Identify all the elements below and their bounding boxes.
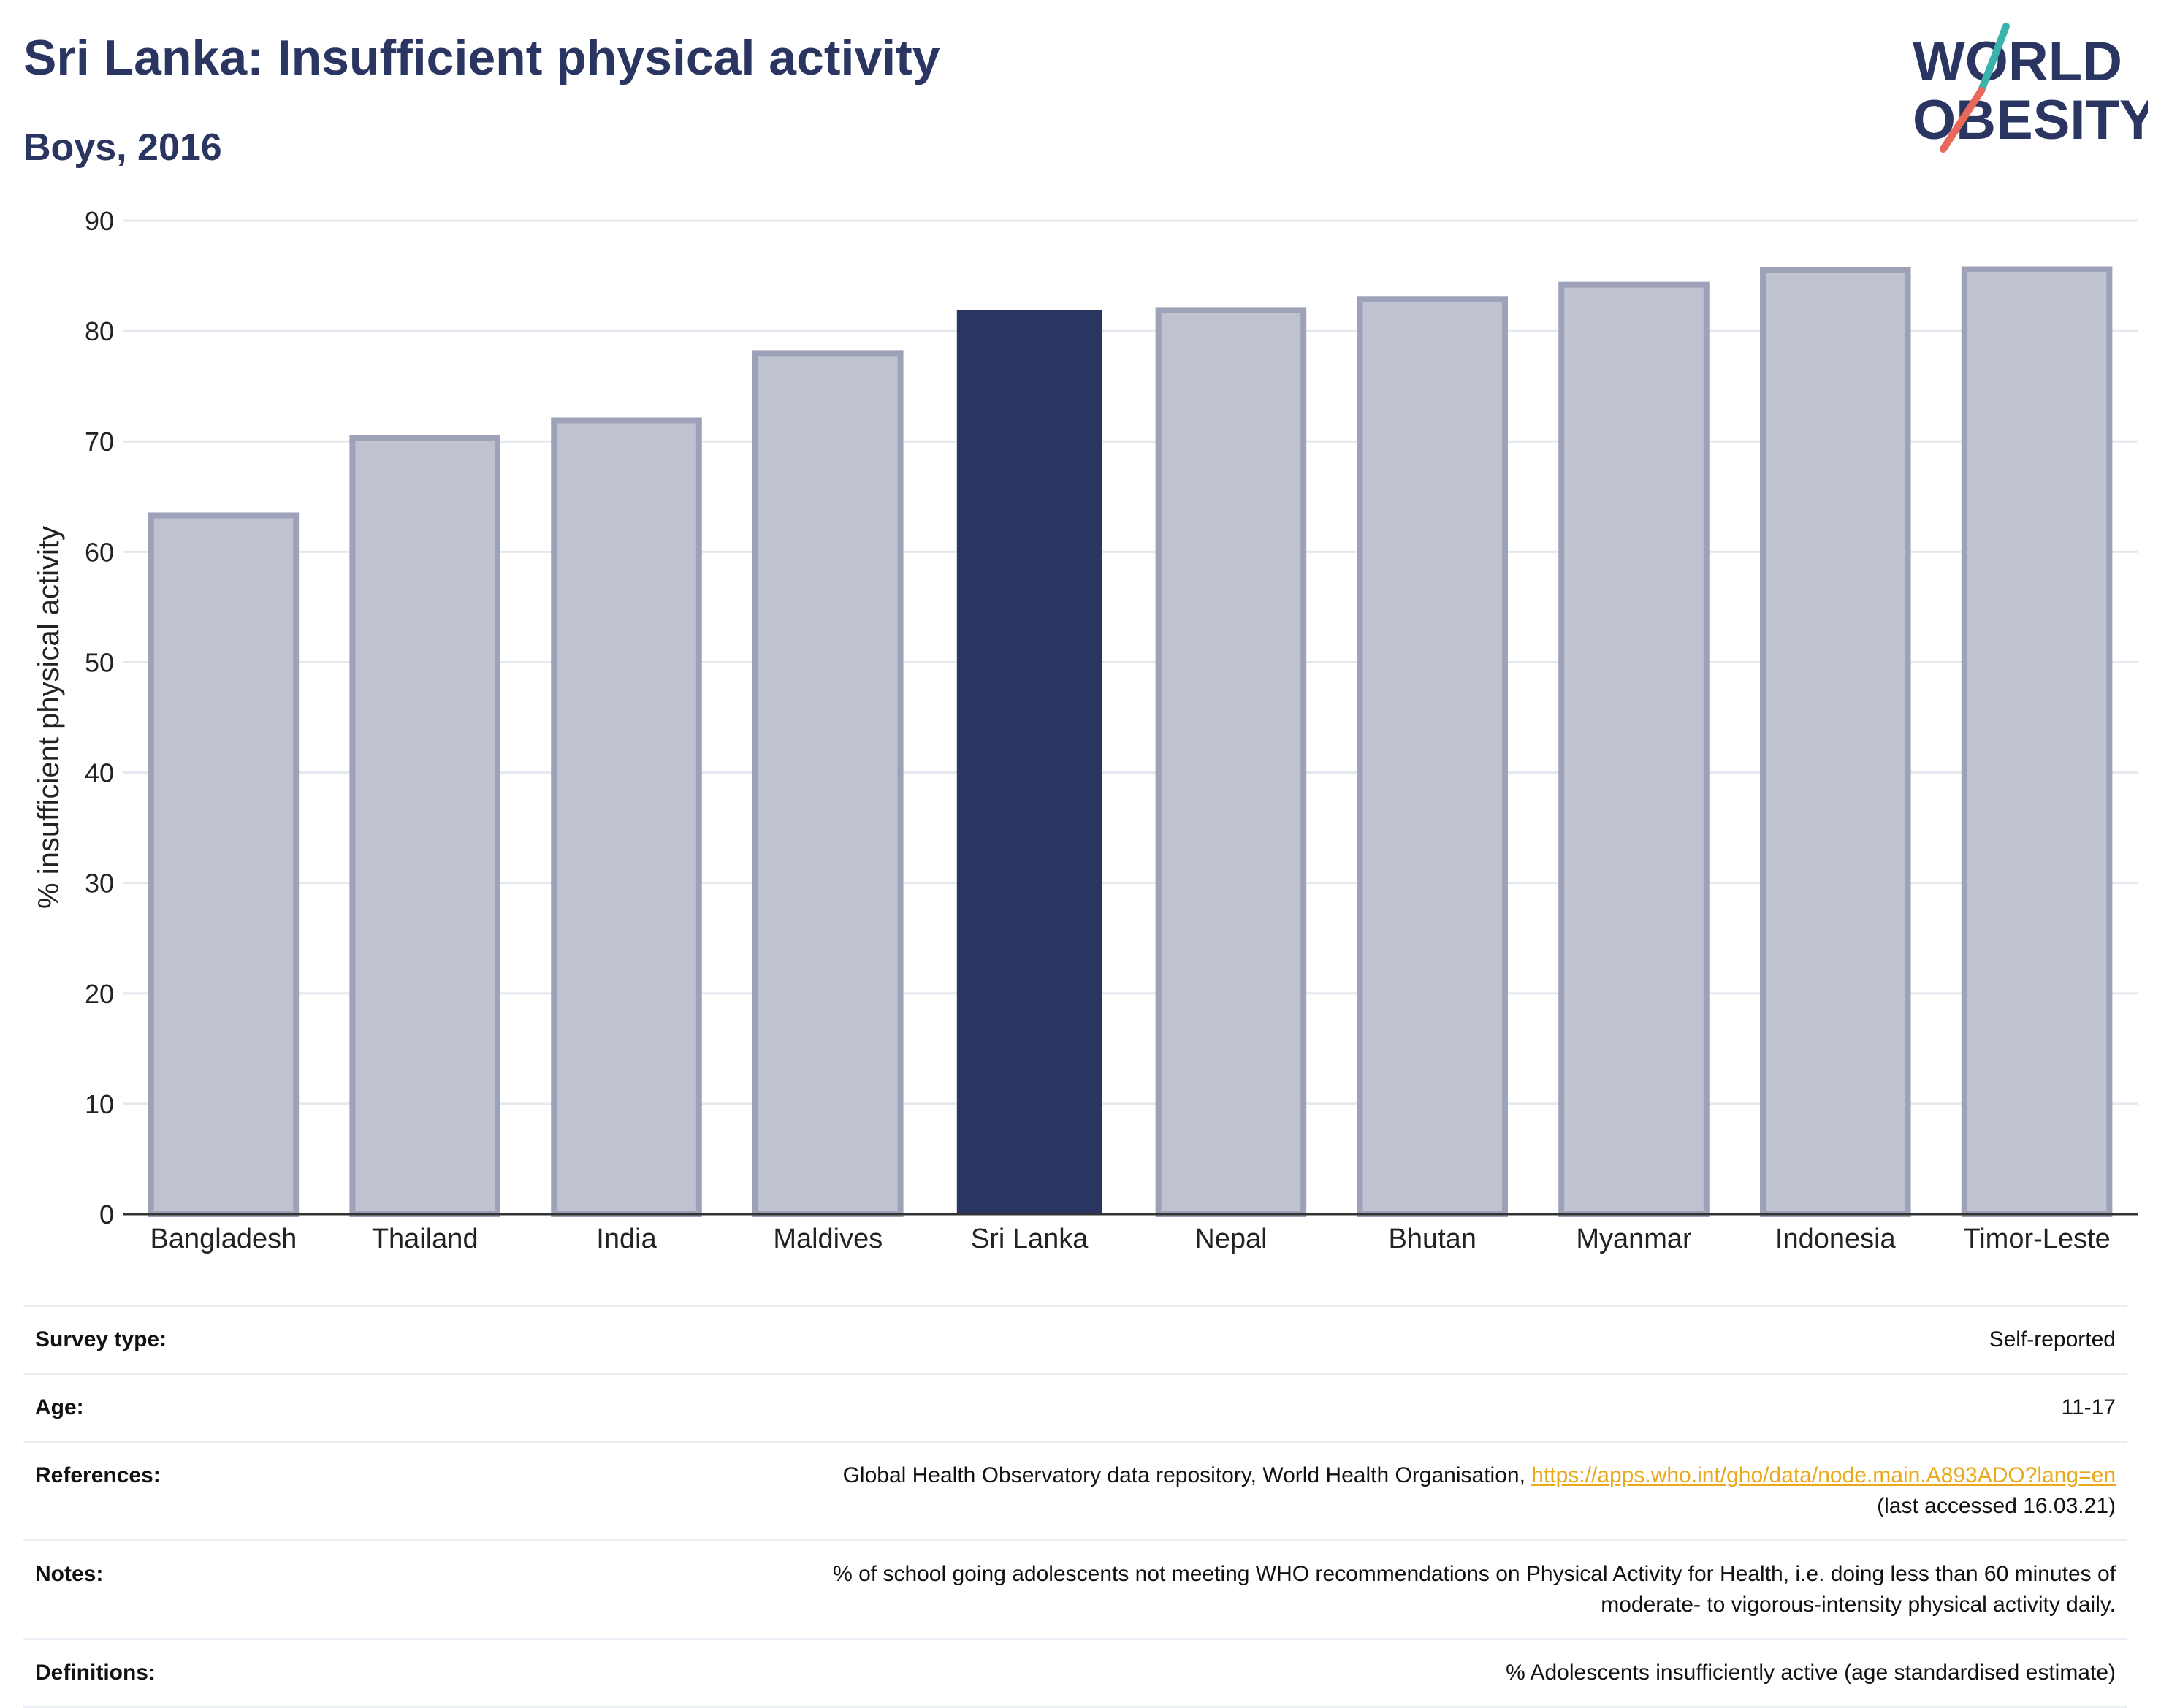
- notes-line-2: moderate- to vigorous-intensity physical…: [1601, 1593, 2116, 1617]
- meta-value: % Adolescents insufficiently active (age…: [310, 1638, 2127, 1708]
- y-tick-label: 40: [85, 758, 114, 788]
- y-tick-label: 60: [85, 537, 114, 567]
- metadata-table: Survey type: Self-reported Age: 11-17 Re…: [23, 1305, 2127, 1708]
- page-title: Sri Lanka: Insufficient physical activit…: [23, 30, 940, 85]
- meta-key: Age:: [23, 1373, 310, 1442]
- x-tick-label: Nepal: [1194, 1224, 1267, 1254]
- meta-value: Global Health Observatory data repositor…: [310, 1441, 2127, 1541]
- y-tick-label: 10: [85, 1089, 114, 1119]
- meta-key: Notes:: [23, 1539, 310, 1639]
- x-tick-label: Sri Lanka: [971, 1224, 1089, 1254]
- meta-key: Survey type:: [23, 1305, 310, 1374]
- x-tick-label: Myanmar: [1576, 1224, 1692, 1254]
- y-tick-label: 70: [85, 427, 114, 457]
- meta-row-notes: Notes: % of school going adolescents not…: [23, 1539, 2127, 1639]
- y-tick-label: 30: [85, 869, 114, 899]
- x-tick-label: Timor-Leste: [1963, 1224, 2110, 1254]
- meta-row-survey-type: Survey type: Self-reported: [23, 1305, 2127, 1374]
- logo-slash-teal: [1978, 23, 2010, 94]
- y-tick-label: 50: [85, 647, 114, 677]
- bar-nepal: [1155, 307, 1307, 1217]
- y-axis-title: % insufficient physical activity: [33, 526, 65, 909]
- x-tick-label: Indonesia: [1775, 1224, 1897, 1254]
- y-tick-label: 0: [99, 1200, 114, 1229]
- x-tick-label: Bangladesh: [150, 1224, 297, 1254]
- logo-line-1: WORLD: [1913, 31, 2122, 93]
- meta-value: 11-17: [310, 1373, 2127, 1442]
- y-tick-label: 20: [85, 979, 114, 1009]
- meta-value: Self-reported: [310, 1305, 2127, 1374]
- x-tick-label: India: [596, 1224, 657, 1254]
- bar-myanmar: [1558, 281, 1710, 1218]
- bar-sri-lanka: [956, 310, 1102, 1214]
- bar-bangladesh: [148, 512, 300, 1217]
- bar-indonesia: [1760, 267, 1911, 1217]
- bar-bhutan: [1357, 296, 1508, 1217]
- x-tick-label: Maldives: [773, 1224, 883, 1254]
- bar-chart: 0 10 20 30 40 50 60 70 80 90 Bangladesh Thailand Ind…: [33, 206, 2138, 1254]
- reference-text: Global Health Observatory data repositor…: [842, 1463, 1525, 1487]
- notes-line-1: % of school going adolescents not meetin…: [833, 1562, 2116, 1586]
- meta-key: References:: [23, 1441, 310, 1541]
- bar-thailand: [349, 435, 500, 1218]
- meta-row-definitions: Definitions: % Adolescents insufficientl…: [23, 1638, 2127, 1708]
- reference-accessed: (last accessed 16.03.21): [1877, 1494, 2116, 1518]
- world-obesity-logo: WORLD OBESITY: [1913, 23, 2148, 153]
- meta-row-references: References: Global Health Observatory da…: [23, 1441, 2127, 1541]
- bar-timor-leste: [1961, 266, 2113, 1217]
- y-tick-label: 80: [85, 316, 114, 346]
- meta-row-age: Age: 11-17: [23, 1373, 2127, 1442]
- y-tick-label: 90: [85, 206, 114, 236]
- reference-link[interactable]: https://apps.who.int/gho/data/node.main.…: [1531, 1463, 2116, 1487]
- x-tick-label: Thailand: [372, 1224, 479, 1254]
- logo-slash-coral: [1940, 87, 1985, 153]
- bar-india: [551, 417, 702, 1217]
- x-tick-label: Bhutan: [1388, 1224, 1476, 1254]
- bar-maldives: [752, 350, 904, 1217]
- page-subtitle: Boys, 2016: [23, 126, 222, 169]
- meta-value: % of school going adolescents not meetin…: [310, 1539, 2127, 1639]
- meta-key: Definitions:: [23, 1638, 310, 1708]
